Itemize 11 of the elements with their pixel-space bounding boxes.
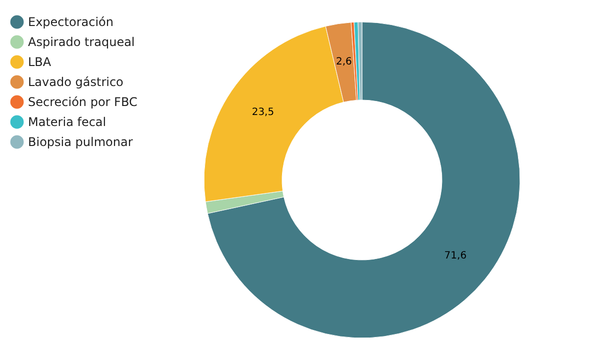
- legend-label: Biopsia pulmonar: [28, 135, 133, 149]
- legend-label: Expectoración: [28, 15, 114, 29]
- data-label: 23,5: [252, 107, 274, 118]
- legend-label: Lavado gástrico: [28, 75, 124, 89]
- legend-label: Aspirado traqueal: [28, 35, 135, 49]
- legend-label: Materia fecal: [28, 115, 106, 129]
- data-label: 71,6: [444, 250, 467, 262]
- legend-label: Secreción por FBC: [28, 95, 138, 109]
- donut-slice: [207, 22, 520, 338]
- data-label: 2,6: [336, 56, 352, 68]
- legend-label: LBA: [28, 55, 52, 69]
